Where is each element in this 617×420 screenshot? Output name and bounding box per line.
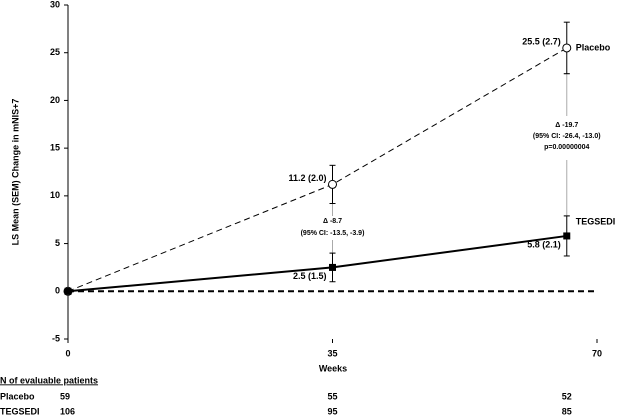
- series-line: [67, 47, 568, 292]
- table-cell: 85: [562, 406, 572, 416]
- annotation: p=0.00000004: [544, 144, 589, 151]
- value-label: 2.5 (1.5): [293, 271, 327, 281]
- table-title: N of evaluable patients: [0, 375, 98, 385]
- x-tick-label: 35: [327, 348, 337, 358]
- table-row-label: Placebo: [0, 391, 35, 401]
- value-label: 25.5 (2.7): [522, 36, 561, 46]
- y-tick-label: 30: [50, 0, 60, 9]
- point: [562, 43, 572, 53]
- table-cell: 106: [60, 406, 75, 416]
- series-line: [67, 234, 567, 293]
- table-row-label: TEGSEDI: [0, 406, 40, 416]
- value-label: 5.8 (2.1): [527, 239, 561, 249]
- table-cell: 52: [562, 391, 572, 401]
- x-axis-label: Weeks: [319, 363, 347, 373]
- y-tick-label: 20: [50, 95, 60, 105]
- table-cell: 59: [60, 391, 70, 401]
- y-tick-label: -5: [52, 333, 60, 343]
- annotation: Δ -8.7: [323, 218, 342, 225]
- point: [329, 263, 336, 271]
- table-cell: 55: [327, 391, 337, 401]
- series-label: Placebo: [576, 42, 611, 52]
- annotation: (95% CI: -13.5, -3.9): [301, 230, 365, 237]
- x-tick-label: 70: [592, 348, 602, 358]
- y-tick-label: 25: [50, 47, 60, 57]
- point: [328, 179, 337, 189]
- series-label: TEGSEDI: [576, 216, 616, 226]
- y-axis-label: LS Mean (SEM) Change in mNIS+7: [10, 99, 20, 246]
- y-tick-label: 15: [50, 143, 60, 153]
- value-label: 11.2 (2.0): [288, 173, 326, 183]
- y-tick-label: 10: [50, 190, 60, 200]
- x-tick-label: 0: [65, 348, 70, 358]
- table-cell: 95: [327, 406, 337, 416]
- annotation: Δ -19.7: [555, 122, 578, 129]
- y-tick-label: 5: [55, 238, 60, 248]
- annotation: (95% CI: -26.4, -13.0): [533, 133, 601, 140]
- y-tick-label: 0: [55, 286, 60, 296]
- point: [64, 287, 72, 295]
- point: [563, 232, 571, 240]
